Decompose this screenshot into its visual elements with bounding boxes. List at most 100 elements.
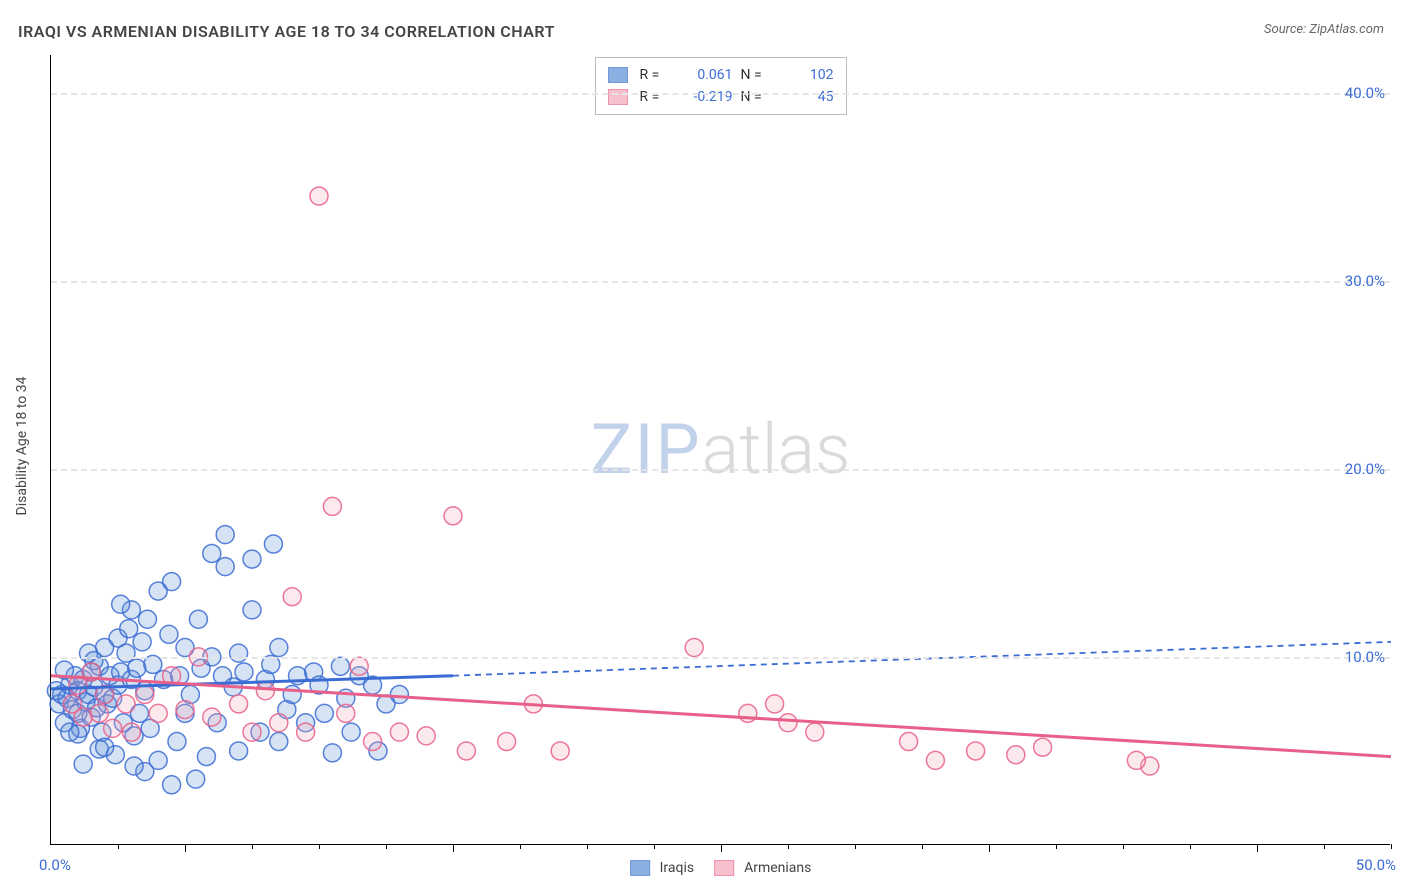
legend-item-armenians: Armenians — [714, 860, 811, 876]
iraqis-point — [243, 601, 261, 619]
n-value-iraqis: 102 — [779, 64, 834, 86]
x-tick-minor — [788, 844, 789, 849]
iraqis-point — [96, 738, 114, 756]
armenians-point — [136, 686, 154, 704]
y-tick-label: 20.0% — [1345, 460, 1395, 478]
x-tick-major — [721, 844, 722, 852]
y-axis-label: Disability Age 18 to 34 — [14, 377, 30, 516]
iraqis-point — [149, 751, 167, 769]
iraqis-point — [390, 686, 408, 704]
x-tick-minor — [118, 844, 119, 849]
armenians-point — [117, 695, 135, 713]
r-value-iraqis: 0.061 — [678, 64, 733, 86]
armenians-point — [806, 723, 824, 741]
iraqis-point — [138, 610, 156, 628]
iraqis-point — [203, 544, 221, 562]
armenians-point — [390, 723, 408, 741]
legend-item-iraqis: Iraqis — [630, 860, 694, 876]
plot-svg — [51, 55, 1390, 844]
swatch-iraqis — [608, 67, 628, 83]
x-tick-major — [989, 844, 990, 852]
x-max-label: 50.0% — [1356, 856, 1396, 874]
armenians-trend-solid — [51, 676, 1391, 757]
x-tick-minor — [1190, 844, 1191, 849]
iraqis-point — [117, 644, 135, 662]
iraqis-point — [216, 526, 234, 544]
armenians-point — [230, 695, 248, 713]
x-tick-minor — [855, 844, 856, 849]
stats-legend: R = 0.061 N = 102 R = -0.219 N = 45 — [595, 57, 847, 115]
iraqis-point — [315, 704, 333, 722]
x-tick-minor — [587, 844, 588, 849]
x-min-label: 0.0% — [39, 856, 71, 874]
iraqis-point — [160, 625, 178, 643]
stats-legend-row-iraqis: R = 0.061 N = 102 — [608, 64, 834, 86]
chart-source: Source: ZipAtlas.com — [1264, 22, 1384, 37]
x-tick-minor — [922, 844, 923, 849]
armenians-point — [1127, 751, 1145, 769]
iraqis-point — [61, 723, 79, 741]
armenians-point — [417, 727, 435, 745]
x-tick-minor — [1056, 844, 1057, 849]
armenians-point — [350, 657, 368, 675]
armenians-point — [457, 742, 475, 760]
r-value-armenians: -0.219 — [678, 86, 733, 108]
armenians-point — [337, 704, 355, 722]
iraqis-point — [125, 757, 143, 775]
x-tick-major — [185, 844, 186, 852]
iraqis-point — [270, 639, 288, 657]
x-tick-minor — [520, 844, 521, 849]
x-tick-minor — [654, 844, 655, 849]
armenians-point — [444, 507, 462, 525]
iraqis-point — [163, 573, 181, 591]
iraqis-point — [283, 686, 301, 704]
iraqis-point — [112, 595, 130, 613]
armenians-point — [1034, 738, 1052, 756]
y-tick-label: 10.0% — [1345, 648, 1395, 666]
x-tick-minor — [1324, 844, 1325, 849]
x-tick-minor — [386, 844, 387, 849]
swatch-armenians — [608, 89, 628, 105]
iraqis-point — [133, 633, 151, 651]
iraqis-point — [216, 558, 234, 576]
armenians-point — [122, 723, 140, 741]
armenians-point — [779, 714, 797, 732]
grid-line — [51, 469, 1390, 471]
armenians-point — [104, 719, 122, 737]
armenians-point — [176, 701, 194, 719]
iraqis-point — [331, 657, 349, 675]
swatch-armenians-bottom — [714, 860, 734, 876]
iraqis-point — [264, 535, 282, 553]
armenians-point — [900, 733, 918, 751]
r-label: R = — [640, 64, 670, 86]
grid-line — [51, 93, 1390, 95]
armenians-point — [498, 733, 516, 751]
iraqis-point — [197, 748, 215, 766]
armenians-point — [1007, 746, 1025, 764]
grid-line — [51, 657, 1390, 659]
armenians-point — [926, 751, 944, 769]
iraqis-point — [235, 663, 253, 681]
plot-area: ZIPatlas R = 0.061 N = 102 R = -0.219 N … — [50, 55, 1390, 845]
x-tick-major — [453, 844, 454, 852]
x-tick-minor — [252, 844, 253, 849]
armenians-point — [685, 639, 703, 657]
iraqis-point — [270, 733, 288, 751]
iraqis-point — [189, 610, 207, 628]
iraqis-point — [323, 744, 341, 762]
iraqis-point — [230, 742, 248, 760]
x-tick-minor — [1391, 844, 1392, 849]
iraqis-point — [168, 733, 186, 751]
chart-title: IRAQI VS ARMENIAN DISABILITY AGE 18 TO 3… — [18, 22, 555, 41]
armenians-point — [310, 187, 328, 205]
x-tick-minor — [319, 844, 320, 849]
armenians-point — [967, 742, 985, 760]
armenians-point — [203, 708, 221, 726]
correlation-chart: IRAQI VS ARMENIAN DISABILITY AGE 18 TO 3… — [0, 0, 1406, 892]
armenians-point — [364, 733, 382, 751]
armenians-point — [149, 704, 167, 722]
n-label: N = — [741, 64, 771, 86]
armenians-point — [270, 714, 288, 732]
series-legend: Iraqis Armenians — [630, 860, 812, 876]
swatch-iraqis-bottom — [630, 860, 650, 876]
